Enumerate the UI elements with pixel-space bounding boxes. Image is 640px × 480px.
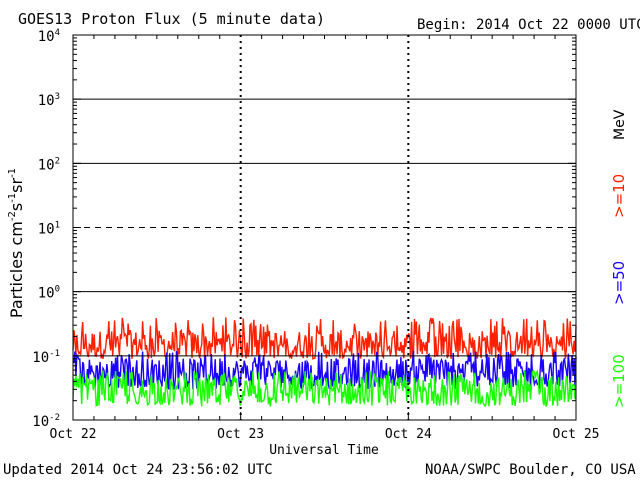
- x-tick-label-0: Oct 22: [50, 427, 97, 442]
- x-tick-label-3: Oct 25: [553, 427, 600, 442]
- begin-time-label: Begin: 2014 Oct 22 0000 UTC: [417, 17, 640, 33]
- updated-timestamp: Updated 2014 Oct 24 23:56:02 UTC: [3, 462, 273, 478]
- y-axis-title: Particles cm-2s-1sr-1: [7, 168, 26, 318]
- y-tick-base-5: 10: [38, 93, 55, 109]
- y-tick-exp-1: -1: [49, 349, 60, 359]
- series-line-1: [72, 350, 577, 390]
- x-tick-label-2: Oct 24: [385, 427, 432, 442]
- y-tick-base-1: 10: [32, 350, 49, 366]
- y-tick-base-0: 10: [32, 414, 49, 430]
- y-tick-label-5: 103: [38, 92, 60, 109]
- y-tick-exp-4: 2: [55, 156, 60, 166]
- series-line-2: [72, 369, 577, 408]
- series-line-0: [72, 317, 577, 361]
- grid-group: [73, 35, 576, 420]
- y-tick-exp-5: 3: [55, 92, 60, 102]
- legend-label-50mev: >=50: [610, 261, 628, 305]
- y-tick-base-6: 10: [38, 29, 55, 45]
- x-axis-title: Universal Time: [269, 443, 379, 458]
- y-tick-label-3: 101: [38, 221, 60, 238]
- source-credit: NOAA/SWPC Boulder, CO USA: [425, 462, 636, 478]
- x-axis: Oct 22 Oct 23 Oct 24 Oct 25: [50, 35, 600, 442]
- y-tick-label-0: 10-2: [32, 413, 60, 430]
- legend-unit-mev: MeV: [612, 109, 628, 140]
- y-tick-exp-0: -2: [49, 413, 60, 423]
- y-tick-exp-2: 0: [55, 285, 60, 295]
- y-tick-exp-6: 4: [55, 28, 60, 38]
- legend-label-100mev: >=100: [610, 354, 628, 408]
- chart-title: GOES13 Proton Flux (5 minute data): [18, 10, 325, 28]
- x-tick-label-1: Oct 23: [217, 427, 264, 442]
- y-tick-label-6: 104: [38, 28, 60, 45]
- y-tick-base-2: 10: [38, 286, 55, 302]
- y-tick-label-2: 100: [38, 285, 60, 302]
- y-tick-label-4: 102: [38, 156, 60, 173]
- y-tick-exp-3: 1: [55, 221, 60, 231]
- y-tick-base-3: 10: [38, 222, 55, 238]
- y-tick-label-1: 10-1: [32, 349, 60, 366]
- y-tick-base-4: 10: [38, 157, 55, 173]
- legend-label-10mev: >=10: [610, 174, 628, 218]
- series-group: [72, 317, 577, 408]
